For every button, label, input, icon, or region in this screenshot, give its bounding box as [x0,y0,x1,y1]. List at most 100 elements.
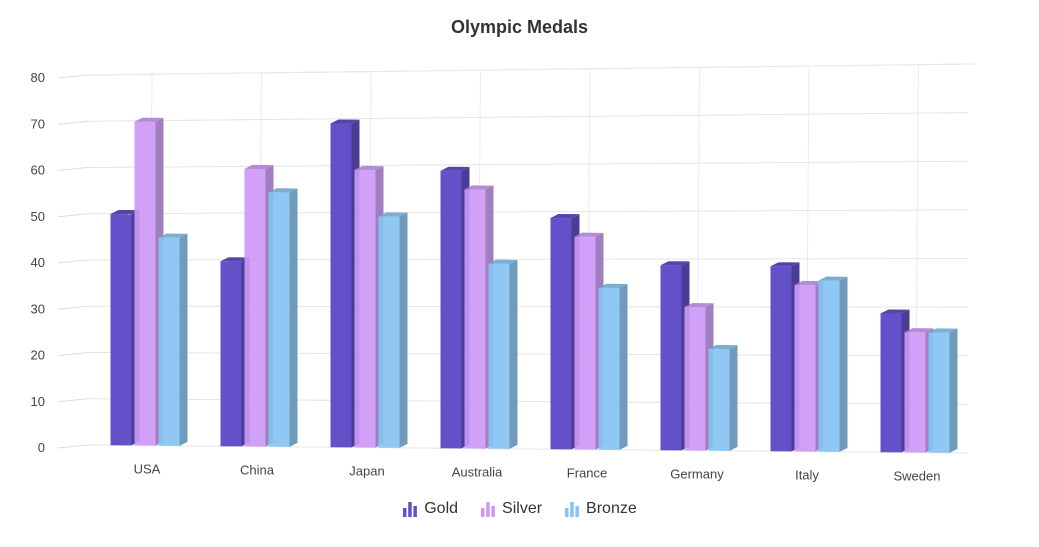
bar-front [660,265,682,451]
bar-front [268,192,290,447]
bar-front [794,284,816,452]
gridline-left [57,74,89,79]
x-tick-label: Australia [452,465,503,480]
bar-side [509,259,518,449]
gridline [87,112,969,122]
bar-top [550,213,580,219]
bar-top [378,212,408,217]
bar-top [110,209,140,215]
legend: Gold Silver Bronze [0,500,1039,518]
y-tick-label: 20 [31,348,45,363]
y-tick-label: 50 [31,209,45,224]
x-tick-label: Germany [670,467,724,482]
bar-front [110,213,132,446]
legend-item-gold[interactable]: Gold [402,500,458,518]
gridline-left [57,305,89,310]
bar-side [399,212,408,448]
bar-top [330,119,360,124]
bar-top [268,188,298,193]
bar-bronze-japan[interactable] [378,212,408,448]
y-tick-label: 80 [31,70,45,85]
x-tick-label: USA [134,462,161,477]
bar-top [770,262,800,267]
bar-front [378,216,400,448]
bar-bronze-sweden[interactable] [928,328,958,453]
legend-item-bronze[interactable]: Bronze [564,500,637,518]
bar-bronze-usa[interactable] [158,233,188,446]
bar-front [904,332,926,453]
bar-bronze-australia[interactable] [488,259,518,449]
bar-top [244,164,274,170]
y-tick-label: 0 [38,440,45,455]
gridline [87,160,969,168]
bar-top [794,280,824,286]
gridline-left [57,398,89,403]
x-tick-label: Japan [349,464,384,479]
bar-front [598,287,620,450]
bar-top [928,328,958,333]
bar-front [928,332,950,453]
bar-front [330,123,352,448]
bar-front [550,217,572,450]
gridline-left [57,213,89,218]
bar-top [880,309,910,314]
bar-front [708,348,730,451]
bar-front [440,170,462,449]
bar-side [619,283,628,450]
bar-top [904,328,934,333]
bar-side [179,233,188,446]
bar-bronze-italy[interactable] [818,276,848,452]
bar-side [729,345,738,451]
bar-top [354,165,384,171]
gridline [87,258,969,261]
gridline-left [57,167,89,171]
bar-side [949,328,958,453]
gridline-left [57,259,89,264]
bar-bronze-france[interactable] [598,283,628,450]
bar-bronze-germany[interactable] [708,344,738,451]
x-tick-label: Italy [795,468,819,483]
bar-top [158,233,188,238]
gridline-left [57,352,89,356]
x-tick-label: Sweden [894,469,941,484]
x-tick-label: China [240,463,275,478]
y-tick-label: 70 [31,116,45,131]
bar-front [354,169,376,448]
x-tick-label: France [567,466,607,481]
y-tick-label: 60 [31,163,45,178]
bar-top [440,166,470,171]
bar-chart-icon [565,502,579,517]
gridline [87,209,969,215]
legend-item-silver[interactable]: Silver [480,500,542,518]
bar-chart-icon [481,502,495,517]
axis-layer: 0 10 20 30 40 50 60 70 80 USA China Japan Australia F… [31,70,941,484]
y-tick-label: 10 [31,394,45,409]
bar-layer [110,117,958,453]
bar-front [488,263,510,449]
bar-front [770,266,792,452]
bar-top [134,117,164,122]
bar-front [818,280,840,452]
bar-front [684,307,706,451]
bar-side [289,188,298,447]
bar-top [598,283,628,288]
chart-title: Olympic Medals [450,17,589,37]
legend-label: Gold [424,500,459,517]
legend-label: Silver [502,500,543,517]
bar-top [708,344,738,350]
bar-top [660,261,690,266]
bar-top [684,303,714,308]
y-tick-label: 30 [31,301,45,316]
bar-front [880,313,902,453]
bar-top [220,257,250,262]
bar-front [158,237,180,446]
bar-bronze-china[interactable] [268,188,298,447]
gridline-top [99,63,977,76]
bar-top [488,259,518,264]
bar-top [464,185,494,190]
bar-chart-icon [403,502,418,517]
gridline-left [57,120,89,125]
bar-front [220,261,242,447]
bar-front [574,236,596,450]
